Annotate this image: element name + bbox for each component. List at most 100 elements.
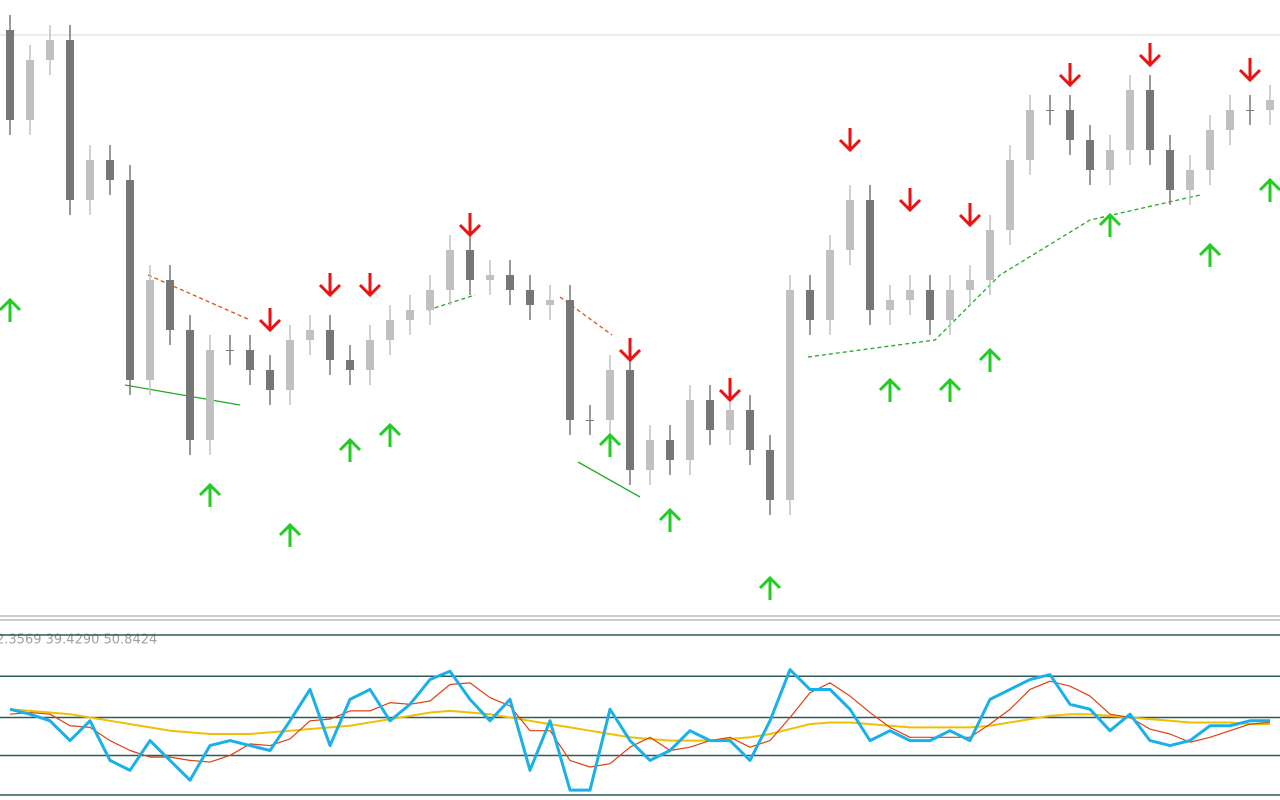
candle-body (246, 350, 254, 370)
trend-line (807, 194, 1201, 358)
candle-body (1126, 90, 1134, 150)
candle-body (286, 340, 294, 390)
candle-body (586, 420, 594, 421)
candle-body (746, 410, 754, 450)
candle-body (166, 280, 174, 330)
trend-line (124, 384, 241, 406)
candle-body (1186, 170, 1194, 190)
candle-body (646, 440, 654, 470)
candle-body (1106, 150, 1114, 170)
candle-body (806, 290, 814, 320)
candle-body (366, 340, 374, 370)
candle-body (126, 180, 134, 380)
candle-body (66, 40, 74, 200)
candle-body (826, 250, 834, 320)
sell-arrow (1238, 58, 1262, 83)
candle-body (886, 300, 894, 310)
candle-body (6, 30, 14, 120)
candle-body (786, 290, 794, 500)
candle-body (346, 360, 354, 370)
sell-arrow (958, 203, 982, 228)
candle-body (606, 370, 614, 420)
indicator-line (9, 680, 1271, 768)
candle-body (1006, 160, 1014, 230)
buy-arrow (1198, 242, 1222, 267)
candle-body (686, 400, 694, 460)
candle-body (526, 290, 534, 305)
candle-body (26, 60, 34, 120)
sell-arrow (358, 273, 382, 298)
candle-body (1226, 110, 1234, 130)
buy-arrow (198, 482, 222, 507)
buy-arrow (1258, 177, 1280, 202)
candle-body (406, 310, 414, 320)
candle-body (466, 250, 474, 280)
candle-body (1086, 140, 1094, 170)
indicator-line (9, 668, 1270, 792)
buy-arrow (878, 377, 902, 402)
candle-body (1246, 110, 1254, 111)
candle-body (326, 330, 334, 360)
candle-body (986, 230, 994, 280)
sell-arrow (838, 128, 862, 153)
sell-arrow (718, 378, 742, 403)
candle-body (1046, 110, 1054, 111)
candle-body (926, 290, 934, 320)
candle-body (206, 350, 214, 440)
candle-body (766, 450, 774, 500)
buy-arrow (598, 432, 622, 457)
candle-body (1146, 90, 1154, 150)
indicator-values: 2.3569 39.4290 50.8424 (0, 633, 157, 648)
candle-body (146, 280, 154, 380)
candle-body (666, 440, 674, 460)
sell-arrow (318, 273, 342, 298)
candle-body (1166, 150, 1174, 190)
candle-body (546, 300, 554, 305)
sell-arrow (1058, 63, 1082, 88)
buy-arrow (338, 437, 362, 462)
candle-body (106, 160, 114, 180)
buy-arrow (1098, 212, 1122, 237)
buy-arrow (978, 347, 1002, 372)
candle-body (506, 275, 514, 290)
buy-arrow (758, 575, 782, 600)
candle-body (426, 290, 434, 310)
trend-line (147, 274, 251, 321)
candle-body (846, 200, 854, 250)
candle-body (446, 250, 454, 290)
sell-arrow (1138, 43, 1162, 68)
candle-body (706, 400, 714, 430)
candle-body (46, 40, 54, 60)
candle-body (946, 290, 954, 320)
candle-body (266, 370, 274, 390)
buy-arrow (378, 422, 402, 447)
sell-arrow (898, 188, 922, 213)
candle-body (1206, 130, 1214, 170)
candle-body (226, 350, 234, 351)
candle-body (1266, 100, 1274, 110)
candle-body (1026, 110, 1034, 160)
candle-body (486, 275, 494, 280)
candle-body (1066, 110, 1074, 140)
indicator-line (9, 708, 1270, 742)
trend-line (577, 461, 641, 498)
buy-arrow (0, 297, 22, 322)
candle-body (306, 330, 314, 340)
candle-body (186, 330, 194, 440)
candle-body (866, 200, 874, 310)
candle-body (966, 280, 974, 290)
sell-arrow (458, 213, 482, 238)
candle-body (386, 320, 394, 340)
buy-arrow (658, 507, 682, 532)
candle-body (906, 290, 914, 300)
candle-body (726, 410, 734, 430)
buy-arrow (278, 522, 302, 547)
candle-body (566, 300, 574, 420)
buy-arrow (938, 377, 962, 402)
sell-arrow (618, 338, 642, 363)
trend-line (427, 294, 476, 311)
candle-body (626, 370, 634, 470)
sell-arrow (258, 308, 282, 333)
